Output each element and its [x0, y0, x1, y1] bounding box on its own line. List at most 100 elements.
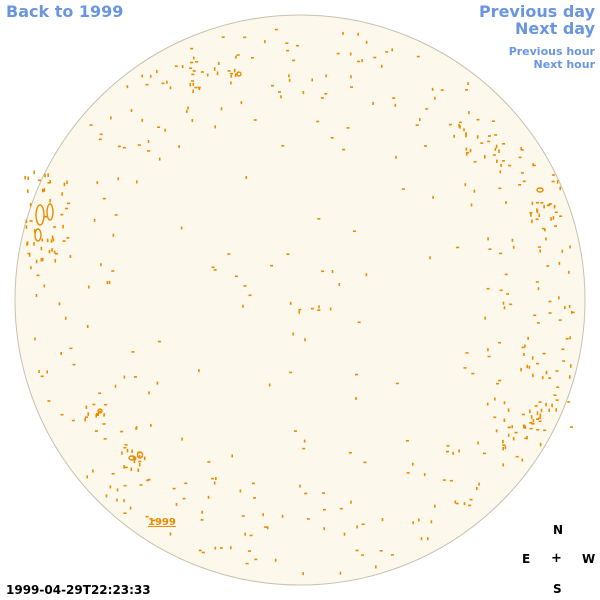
feature-mark	[302, 91, 305, 95]
compass-east: E	[522, 552, 531, 566]
feature-mark	[353, 230, 356, 232]
feature-mark	[537, 287, 540, 291]
feature-mark	[253, 497, 256, 499]
feature-mark	[43, 284, 46, 288]
feature-mark	[336, 52, 340, 55]
feature-mark	[157, 340, 161, 343]
feature-mark	[539, 249, 541, 253]
feature-mark	[67, 202, 70, 205]
feature-mark	[512, 436, 515, 441]
feature-mark	[191, 73, 195, 76]
feature-mark	[289, 301, 292, 305]
previous-hour-link[interactable]: Previous hour	[508, 45, 595, 58]
feature-mark	[192, 70, 196, 72]
feature-mark	[464, 183, 467, 187]
feature-mark	[570, 310, 573, 314]
feature-mark	[531, 356, 534, 360]
feature-mark	[161, 82, 165, 85]
feature-mark	[442, 479, 446, 481]
feature-mark	[536, 322, 540, 324]
feature-mark	[521, 346, 525, 349]
feature-mark	[448, 123, 452, 126]
feature-mark	[532, 164, 536, 167]
feature-mark	[289, 371, 293, 374]
feature-mark	[515, 455, 519, 458]
feature-mark	[302, 447, 306, 450]
feature-mark	[262, 513, 264, 517]
feature-mark	[379, 550, 383, 552]
feature-mark	[216, 71, 219, 76]
feature-mark	[233, 68, 236, 73]
next-day-link[interactable]: Next day	[515, 19, 595, 38]
feature-mark	[470, 203, 473, 207]
feature-mark	[66, 180, 68, 185]
feature-mark	[320, 97, 324, 99]
feature-mark	[526, 435, 528, 440]
feature-mark	[468, 111, 470, 115]
feature-mark	[25, 225, 28, 229]
feature-mark	[365, 273, 368, 277]
previous-day-link[interactable]: Previous day	[478, 2, 595, 21]
feature-mark	[538, 401, 542, 403]
feature-mark	[502, 439, 504, 444]
feature-mark	[152, 519, 156, 522]
feature-mark	[201, 551, 205, 554]
feature-mark	[568, 270, 570, 274]
feature-mark	[270, 264, 274, 267]
feature-mark	[392, 97, 396, 99]
feature-mark	[509, 303, 513, 306]
next-hour-link[interactable]: Next hour	[533, 58, 596, 71]
feature-mark	[348, 451, 352, 454]
feature-mark	[280, 95, 282, 99]
feature-mark	[357, 32, 359, 36]
feature-mark	[139, 484, 143, 486]
feature-mark	[323, 527, 325, 531]
feature-mark	[200, 71, 204, 73]
feature-mark	[541, 227, 545, 230]
feature-mark	[468, 504, 472, 507]
feature-mark	[230, 74, 233, 78]
feature-mark	[412, 521, 414, 525]
feature-mark	[123, 375, 126, 379]
feature-mark	[292, 332, 294, 336]
feature-mark	[53, 250, 56, 254]
feature-mark	[401, 188, 405, 190]
feature-mark	[34, 337, 36, 341]
feature-mark	[99, 133, 103, 136]
feature-mark	[27, 176, 29, 180]
feature-mark	[529, 427, 533, 430]
feature-mark	[530, 415, 533, 419]
feature-mark	[532, 373, 534, 378]
feature-mark	[98, 392, 102, 395]
feature-mark	[296, 44, 299, 47]
feature-mark	[281, 514, 284, 518]
feature-mark	[502, 463, 504, 467]
feature-mark	[136, 180, 138, 184]
feature-mark	[143, 456, 146, 461]
feature-mark	[349, 52, 352, 56]
feature-mark	[26, 241, 29, 245]
feature-mark	[89, 124, 93, 126]
feature-mark	[518, 184, 522, 186]
feature-mark	[355, 373, 358, 376]
feature-mark	[230, 81, 232, 85]
feature-mark	[449, 479, 453, 482]
feature-mark	[416, 55, 420, 58]
feature-mark	[446, 450, 449, 453]
feature-mark	[568, 305, 571, 308]
feature-mark	[429, 256, 431, 260]
feature-mark	[193, 56, 195, 60]
feature-mark	[108, 281, 111, 284]
feature-mark	[499, 289, 503, 292]
back-to-year-link[interactable]: Back to 1999	[6, 2, 124, 21]
feature-mark	[51, 248, 53, 252]
year-link[interactable]: 1999	[148, 517, 176, 528]
feature-mark	[213, 67, 216, 71]
feature-mark	[164, 128, 166, 132]
feature-mark	[425, 108, 429, 110]
feature-mark	[391, 48, 393, 52]
feature-mark	[169, 532, 172, 536]
feature-mark	[268, 383, 271, 387]
feature-mark	[350, 500, 352, 504]
feature-mark	[266, 526, 269, 530]
